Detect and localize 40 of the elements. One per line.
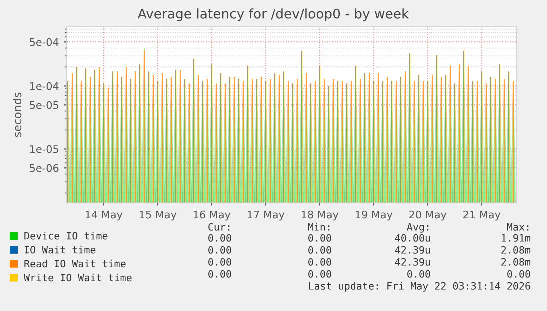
y-tick-label: 5e-05 xyxy=(30,101,58,110)
x-tick-label: 15 May xyxy=(140,210,177,221)
x-tick-label: 17 May xyxy=(248,210,285,221)
x-tick-label: 20 May xyxy=(410,210,447,221)
text: 0.00 xyxy=(208,246,232,254)
y-tick-label: 1e-05 xyxy=(30,145,58,154)
y-tick-label: 1e-04 xyxy=(30,82,59,90)
text: 42.39u xyxy=(395,258,430,266)
text: 0.00 xyxy=(308,234,332,242)
text: 0.00 xyxy=(308,246,332,254)
y-axis-title: seconds xyxy=(13,92,22,138)
text: 42.39u xyxy=(395,246,430,254)
text: Max: xyxy=(507,223,529,231)
text: Last update: Fri May 22 03:31:14 2026 xyxy=(309,282,530,292)
x-tick-label: 21 May xyxy=(464,210,501,221)
x-tick-label: 14 May xyxy=(86,210,123,221)
y-tick-label: 5e-04 xyxy=(30,38,59,46)
legend-label: Read IO Wait time xyxy=(24,260,126,268)
legend-label: Write IO Wait time xyxy=(24,274,132,282)
text: 0.00 xyxy=(308,258,332,266)
chart-title: Average latency for /dev/loop0 - by week xyxy=(138,8,410,22)
text: 2.08m xyxy=(502,258,531,266)
legend-label: IO Wait time xyxy=(24,246,96,254)
text: 40.00u xyxy=(395,234,430,242)
y-tick-label: 5e-06 xyxy=(30,164,59,172)
text: 0.00 xyxy=(508,270,530,278)
x-tick-label: 19 May xyxy=(356,210,393,221)
text: 0.00 xyxy=(208,270,232,278)
text: 0.00 xyxy=(408,270,430,278)
text: 1.91m xyxy=(502,234,531,242)
legend-label: Device IO time xyxy=(24,232,108,240)
text: 0.00 xyxy=(308,270,332,278)
text: Cur: xyxy=(208,223,230,231)
x-tick-label: 18 May xyxy=(302,210,339,221)
text: Min: xyxy=(308,223,330,231)
text: Avg: xyxy=(407,223,429,233)
text: 0.00 xyxy=(208,258,232,266)
text: 0.00 xyxy=(208,234,232,242)
text: 2.08m xyxy=(502,246,531,254)
x-tick-label: 16 May xyxy=(194,210,231,221)
